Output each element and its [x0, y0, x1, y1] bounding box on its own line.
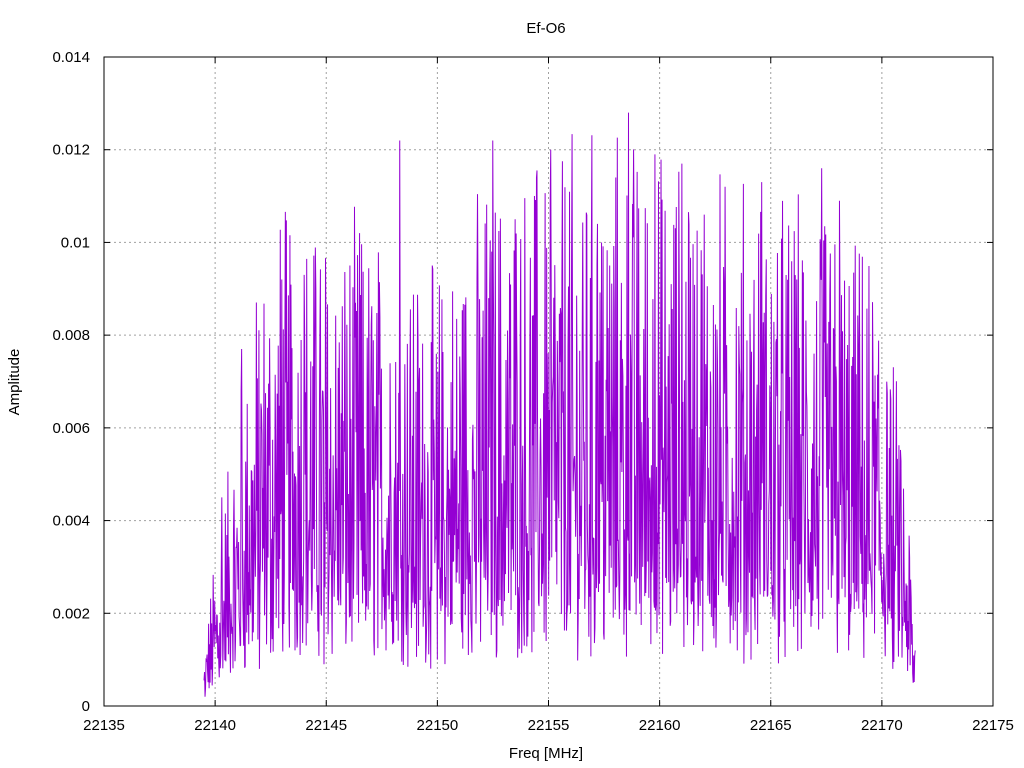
y-tick-label: 0.01 [61, 234, 90, 251]
tick-labels: 22135 22140 22145 22150 22155 22160 22165 22170… [52, 49, 1013, 734]
x-tick-label: 22165 [750, 717, 792, 734]
series-line [203, 112, 916, 697]
y-axis-label: Amplitude [6, 349, 23, 416]
x-tick-label: 22150 [417, 717, 459, 734]
x-tick-label: 22160 [639, 717, 681, 734]
y-tick-label: 0.012 [52, 142, 90, 159]
x-tick-label: 22175 [972, 717, 1014, 734]
x-tick-label: 22170 [861, 717, 903, 734]
x-tick-label: 22145 [305, 717, 347, 734]
y-tick-label: 0.004 [52, 513, 90, 530]
y-tick-label: 0.014 [52, 49, 90, 66]
y-tick-label: 0.006 [52, 420, 90, 437]
ticks [103, 56, 994, 707]
chart-title: Ef-O6 [526, 20, 565, 37]
y-tick-label: 0.008 [52, 327, 90, 344]
x-axis-label: Freq [MHz] [509, 745, 583, 762]
x-tick-label: 22155 [528, 717, 570, 734]
x-tick-label: 22135 [83, 717, 125, 734]
y-tick-label: 0 [82, 698, 90, 715]
x-tick-label: 22140 [194, 717, 236, 734]
series-layer [203, 112, 916, 697]
y-tick-label: 0.002 [52, 605, 90, 622]
